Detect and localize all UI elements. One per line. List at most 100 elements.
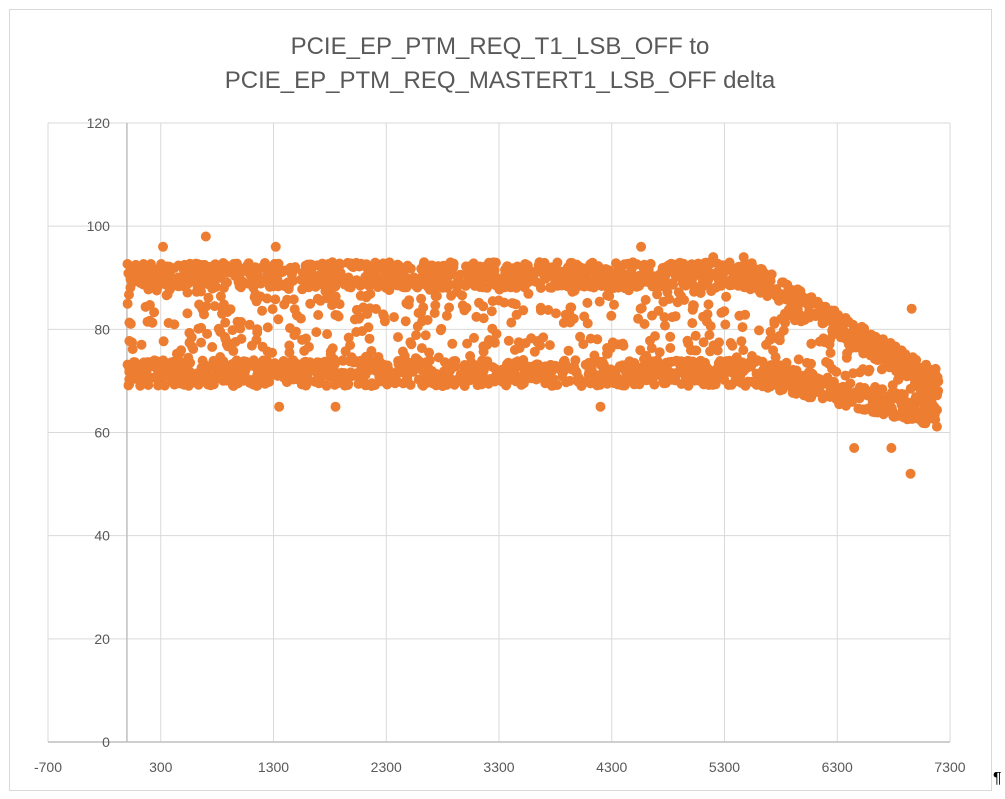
outlier-point-7 <box>849 442 860 453</box>
data-point <box>759 275 770 286</box>
data-point <box>859 404 870 415</box>
data-point <box>285 264 296 274</box>
data-point <box>406 276 417 287</box>
x-tick-label-6: 5300 <box>709 759 740 775</box>
data-point <box>124 366 135 377</box>
data-point <box>284 347 295 358</box>
data-point <box>877 397 888 407</box>
data-point <box>683 338 694 349</box>
data-point <box>217 304 228 315</box>
data-point <box>587 257 598 268</box>
x-tick-label-5: 4300 <box>596 759 627 775</box>
data-point <box>518 377 529 388</box>
data-point <box>591 379 602 390</box>
data-point <box>770 352 781 363</box>
outlier-point-10 <box>906 303 917 314</box>
data-point <box>676 291 687 302</box>
y-tick-label-0: 0 <box>102 734 110 750</box>
outlier-point-1 <box>200 231 211 242</box>
data-point <box>135 277 146 288</box>
data-point <box>165 279 176 290</box>
data-point <box>905 383 916 394</box>
data-point <box>430 300 441 311</box>
data-point <box>177 378 188 389</box>
data-point <box>455 369 466 380</box>
data-point <box>378 309 389 320</box>
data-point <box>305 357 316 368</box>
data-point <box>574 373 584 384</box>
data-point <box>362 309 373 319</box>
data-point <box>703 299 714 310</box>
data-point <box>186 377 197 388</box>
data-point <box>921 388 932 399</box>
data-point <box>289 330 300 341</box>
data-point <box>685 364 696 375</box>
data-point <box>774 335 785 346</box>
data-point <box>463 276 474 287</box>
data-point <box>835 332 846 343</box>
data-point <box>164 261 175 272</box>
data-point <box>432 272 442 283</box>
data-point <box>194 299 205 310</box>
data-point <box>604 291 615 302</box>
data-point <box>714 337 724 348</box>
data-point <box>780 317 791 328</box>
data-point <box>183 278 194 289</box>
data-point <box>455 277 466 288</box>
data-point <box>328 272 339 283</box>
data-point <box>511 309 522 320</box>
data-point <box>124 289 134 300</box>
data-point <box>220 317 231 328</box>
data-point <box>556 279 567 290</box>
data-point <box>384 371 395 382</box>
data-point <box>814 336 825 347</box>
data-point <box>420 330 431 341</box>
data-point <box>182 308 193 319</box>
data-point <box>521 259 532 270</box>
data-point <box>186 332 197 343</box>
data-point <box>579 311 590 322</box>
data-point <box>218 258 229 268</box>
data-point <box>563 345 574 356</box>
data-point <box>141 368 152 379</box>
data-point <box>803 297 814 308</box>
data-point <box>667 368 678 379</box>
chart-title-line-2: PCIE_EP_PTM_REQ_MASTERT1_LSB_OFF delta <box>224 67 776 94</box>
data-point <box>399 350 410 361</box>
data-point <box>382 379 393 390</box>
data-point <box>179 262 190 273</box>
data-point <box>295 313 306 324</box>
data-point <box>831 366 842 377</box>
data-point <box>301 265 312 276</box>
data-point <box>334 258 345 269</box>
data-point <box>305 298 316 309</box>
data-point <box>588 281 598 292</box>
data-point <box>592 334 603 345</box>
y-tick-label-5: 100 <box>87 218 111 234</box>
data-point <box>313 310 324 320</box>
data-point <box>158 336 169 347</box>
data-point <box>389 312 399 323</box>
data-point <box>918 377 929 388</box>
data-point <box>405 379 416 390</box>
x-tick-label-4: 3300 <box>483 759 514 775</box>
data-point <box>363 357 374 368</box>
data-point <box>228 346 239 356</box>
data-point <box>732 278 743 289</box>
data-point <box>130 267 141 278</box>
data-point <box>700 363 711 373</box>
data-point <box>142 377 153 388</box>
y-tick-label-2: 40 <box>94 528 110 544</box>
axes <box>48 123 950 743</box>
data-point <box>284 340 295 351</box>
paragraph-mark: ¶ <box>993 770 1002 787</box>
data-point <box>812 375 823 386</box>
outlier-point-4 <box>270 241 281 252</box>
data-point <box>569 361 579 372</box>
data-point <box>393 332 403 343</box>
data-point <box>506 317 517 328</box>
data-point <box>296 274 306 285</box>
data-point <box>633 313 644 324</box>
data-point <box>366 346 377 356</box>
gridlines <box>47 122 951 743</box>
